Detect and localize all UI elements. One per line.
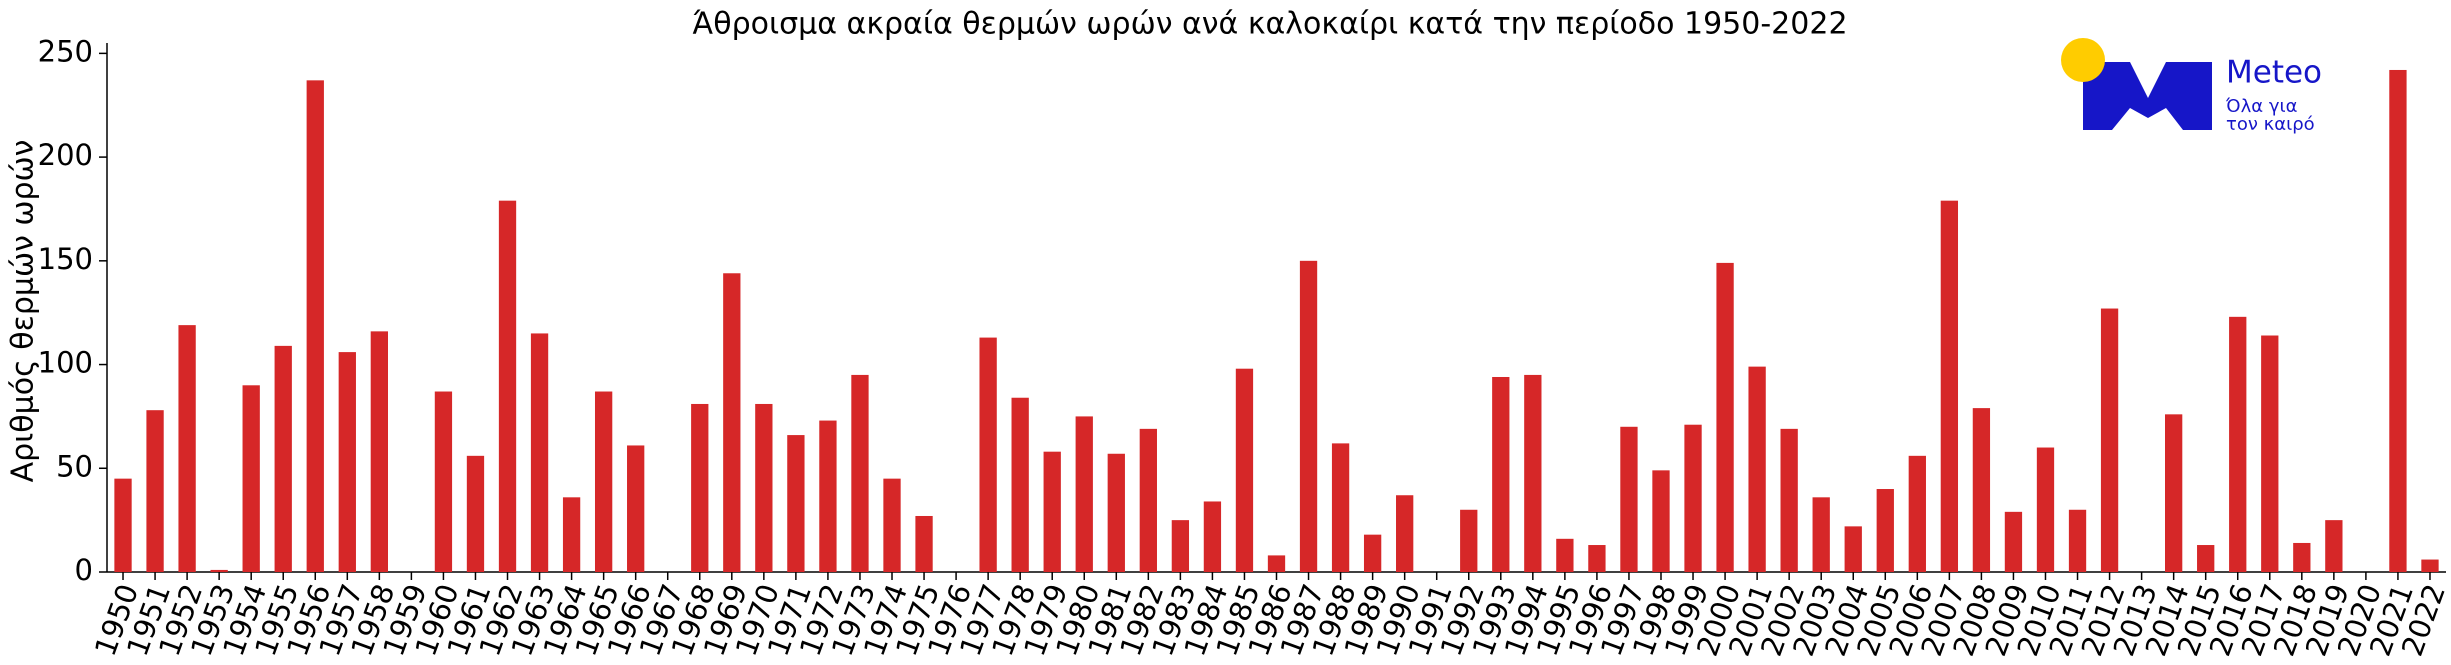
- bar: [1331, 443, 1350, 572]
- bar: [691, 403, 709, 572]
- bar: [498, 200, 517, 572]
- logo-name: Meteo: [2226, 55, 2322, 91]
- y-tick-label: 250: [38, 34, 93, 68]
- bar: [1876, 489, 1894, 572]
- bar: [1620, 426, 1638, 572]
- bar: [1492, 376, 1510, 572]
- bar: [723, 273, 741, 572]
- bar: [2036, 447, 2055, 572]
- bar: [1043, 451, 1061, 572]
- bar: [787, 435, 805, 572]
- bar: [1556, 538, 1574, 572]
- bar: [1748, 366, 1766, 572]
- bar: [1171, 520, 1190, 572]
- y-tick-label: 200: [38, 138, 93, 172]
- bar: [146, 410, 164, 572]
- bar: [434, 391, 453, 572]
- bar: [1812, 497, 1830, 572]
- logo-tagline: τον καιρό: [2226, 114, 2315, 135]
- bar: [2293, 542, 2311, 572]
- y-tick-label: 150: [38, 242, 93, 276]
- bar: [1652, 470, 1670, 572]
- bar: [1235, 368, 1254, 572]
- bar: [1972, 408, 1991, 572]
- bar: [2229, 316, 2247, 572]
- bar: [2421, 559, 2439, 572]
- bar: [1684, 424, 1702, 572]
- logo-tagline: Όλα για: [2225, 96, 2297, 117]
- bar: [2197, 545, 2215, 572]
- y-tick-label: 50: [56, 449, 93, 483]
- bar: [979, 337, 997, 572]
- bar: [1940, 200, 1959, 572]
- bar: [2100, 308, 2119, 572]
- chart-title: Άθροισμα ακραία θερμών ωρών ανά καλοκαίρ…: [692, 7, 1847, 42]
- bar: [466, 455, 485, 572]
- bar: [1908, 455, 1926, 572]
- bar: [755, 403, 773, 572]
- bar: [1363, 534, 1382, 572]
- bar: [2261, 335, 2279, 572]
- bar: [1011, 397, 1029, 572]
- bar: [210, 569, 228, 572]
- bar: [1716, 262, 1734, 572]
- bar: [1267, 555, 1286, 572]
- bar: [306, 80, 324, 572]
- bar: [851, 374, 869, 572]
- bar: [1396, 495, 1414, 572]
- bar: [1524, 374, 1542, 572]
- bar: [2389, 69, 2407, 572]
- bar: [562, 497, 581, 572]
- bar: [1780, 428, 1798, 572]
- bar: [1844, 526, 1862, 572]
- bar: [530, 333, 549, 572]
- bar: [242, 385, 260, 572]
- bar: [1107, 453, 1125, 572]
- logo-mark: [2083, 62, 2212, 130]
- bar: [594, 391, 613, 572]
- bar: [2325, 520, 2343, 572]
- bar: [883, 478, 901, 572]
- bar: [1139, 428, 1157, 572]
- bar: [627, 445, 645, 572]
- bar: [1299, 260, 1318, 572]
- logo-sun: [2061, 38, 2105, 82]
- bar: [178, 325, 196, 572]
- logo: Meteo Όλα για τον καιρό: [2061, 38, 2322, 135]
- bar: [338, 352, 356, 572]
- bar: [819, 420, 837, 572]
- bar: [915, 515, 933, 572]
- bar: [1460, 509, 1478, 572]
- y-axis-label: Αριθμός θερμών ωρών: [6, 140, 41, 483]
- bar: [1075, 416, 1093, 572]
- bar: [114, 478, 132, 572]
- bar: [2164, 414, 2183, 572]
- bar: [1588, 545, 1606, 572]
- y-tick-label: 100: [38, 346, 93, 380]
- y-tick-label: 0: [75, 553, 93, 587]
- bar: [370, 331, 389, 572]
- bar: [1203, 501, 1222, 572]
- bar: [274, 345, 292, 572]
- bar: [2068, 509, 2087, 572]
- bar: [2004, 511, 2023, 572]
